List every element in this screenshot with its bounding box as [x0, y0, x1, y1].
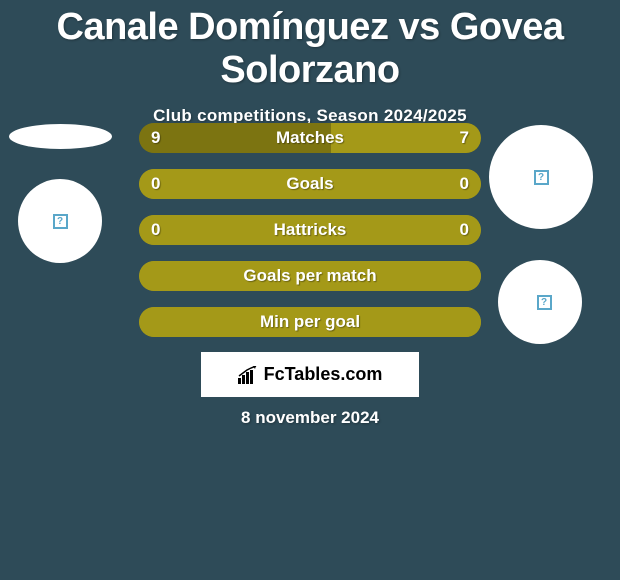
- brand-chart-icon: [238, 366, 260, 384]
- placeholder-icon: ?: [537, 295, 552, 310]
- stat-label: Goals per match: [243, 266, 376, 286]
- stat-label: Goals: [286, 174, 333, 194]
- stat-row-hattricks: 0 0 Hattricks: [139, 215, 481, 245]
- stats-panel: 9 7 Matches 0 0 Goals 0 0 Hattricks Goals per mat…: [139, 123, 481, 353]
- brand-badge: FcTables.com: [201, 352, 419, 397]
- stat-right-value: 0: [460, 220, 469, 240]
- placeholder-icon: ?: [534, 170, 549, 185]
- player-circle-1: ?: [489, 125, 593, 229]
- stat-row-goals: 0 0 Goals: [139, 169, 481, 199]
- stat-left-value: 0: [151, 174, 160, 194]
- stat-row-matches: 9 7 Matches: [139, 123, 481, 153]
- stat-row-min-per-goal: Min per goal: [139, 307, 481, 337]
- stat-right-value: 7: [460, 128, 469, 148]
- stat-left-value: 9: [151, 128, 160, 148]
- page-title: Canale Domínguez vs Govea Solorzano: [0, 0, 620, 92]
- stat-row-goals-per-match: Goals per match: [139, 261, 481, 291]
- stat-left-value: 0: [151, 220, 160, 240]
- stat-label: Hattricks: [274, 220, 347, 240]
- player-circle-0: ?: [18, 179, 102, 263]
- brand-text: FcTables.com: [264, 364, 383, 385]
- placeholder-icon: ?: [53, 214, 68, 229]
- stat-label: Matches: [276, 128, 344, 148]
- decorative-ellipse: [9, 124, 112, 149]
- stat-label: Min per goal: [260, 312, 360, 332]
- player-circle-2: ?: [498, 260, 582, 344]
- stat-right-value: 0: [460, 174, 469, 194]
- date-label: 8 november 2024: [0, 408, 620, 428]
